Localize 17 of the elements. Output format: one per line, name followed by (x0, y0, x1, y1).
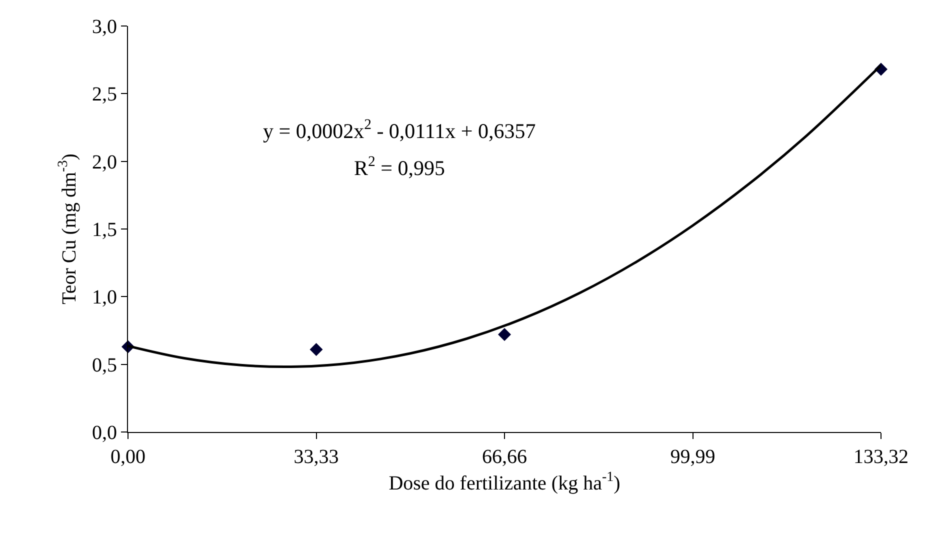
x-tick-label: 33,33 (294, 446, 339, 468)
y-tick-label: 3,0 (92, 16, 117, 38)
y-tick-label: 0,0 (92, 422, 117, 444)
x-tick-label: 133,32 (854, 446, 908, 468)
x-tick-label: 99,99 (670, 446, 716, 468)
point (310, 342, 323, 356)
x-tick-label: 0,00 (110, 446, 146, 468)
y-tick-label: 2,0 (92, 151, 117, 174)
annotation: y = 0,0002x$^{2}$ - 0,0111x + 0,6357 (263, 117, 536, 143)
x-tick-label: 66,66 (482, 446, 527, 468)
y-tick-label: 2,5 (92, 84, 117, 106)
y-tick-label: 1,0 (92, 286, 117, 309)
x-axis-title: Dose do fertilizante (kg ha$^{-1}$) (388, 470, 620, 494)
annotation: R$^{2}$ = 0,995 (354, 154, 445, 180)
y-tick-label: 0,5 (92, 354, 117, 376)
point (498, 328, 511, 342)
y-tick-label: 1,5 (92, 219, 117, 241)
